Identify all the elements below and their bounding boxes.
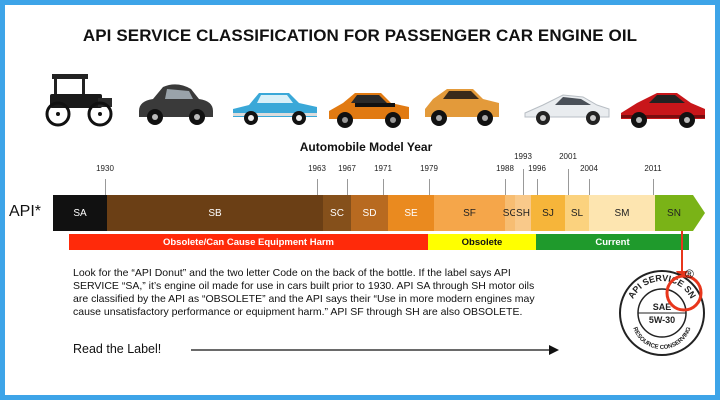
year-label: 2004 [580, 164, 598, 173]
category-sf: SF [434, 195, 505, 231]
status-bar-harmful: Obsolete/Can Cause Equipment Harm [69, 234, 428, 250]
car-1957-chevy-icon [233, 93, 317, 125]
read-label: Read the Label! [73, 342, 162, 356]
diagram-frame: API SERVICE CLASSIFICATION FOR PASSENGER… [5, 5, 715, 395]
year-tick [653, 179, 654, 195]
year-tick [383, 179, 384, 195]
year-label: 2011 [644, 164, 662, 173]
bar-arrowhead [693, 195, 705, 231]
year-tick [429, 179, 430, 195]
status-bar-obsolete: Obsolete [428, 234, 536, 250]
category-sn: SN [655, 195, 693, 231]
car-muscle-car-icon [329, 93, 409, 128]
category-sh: SH [515, 195, 531, 231]
year-tick [317, 179, 318, 195]
year-tick [589, 179, 590, 195]
year-label: 2001 [559, 152, 577, 161]
long-arrow-icon [191, 345, 559, 355]
category-sa: SA [53, 195, 107, 231]
year-label: 1930 [96, 164, 114, 173]
year-tick [505, 179, 506, 195]
year-label: 1963 [308, 164, 326, 173]
year-label: 1967 [338, 164, 356, 173]
category-sd: SD [351, 195, 388, 231]
description-text: Look for the “API Donut” and the two let… [73, 267, 535, 318]
car-sports-coupe-icon [524, 94, 610, 125]
car-model-t-icon [45, 74, 113, 127]
donut-grade: 5W-30 [649, 315, 675, 325]
category-sj: SJ [531, 195, 565, 231]
year-tick [568, 169, 569, 195]
category-sb: SB [107, 195, 323, 231]
year-label: 1993 [514, 152, 532, 161]
year-tick [105, 179, 106, 195]
page-title: API SERVICE CLASSIFICATION FOR PASSENGER… [82, 26, 638, 45]
car-camaro-icon [621, 93, 705, 128]
category-sl: SL [565, 195, 589, 231]
year-tick [537, 179, 538, 195]
car-1970s-compact-icon [425, 89, 499, 126]
car-1940s-sedan-icon [139, 84, 213, 125]
registered-mark: ® [685, 267, 694, 281]
year-label: 1971 [374, 164, 392, 173]
api-donut-seal: API SERVICE SN RESOURCE CONSERVING SAE 5… [619, 270, 705, 356]
axis-label: Automobile Model Year [299, 140, 433, 154]
category-sg: SG [503, 195, 517, 231]
year-tick [347, 179, 348, 195]
year-label: 1988 [496, 164, 514, 173]
category-sc: SC [323, 195, 351, 231]
year-label: 1996 [528, 164, 546, 173]
category-se: SE [388, 195, 434, 231]
donut-sae: SAE [653, 302, 672, 312]
year-label: 1979 [420, 164, 438, 173]
api-label: API* [9, 203, 42, 220]
category-sm: SM [589, 195, 655, 231]
status-bar-current: Current [536, 234, 689, 250]
year-tick [523, 169, 524, 195]
